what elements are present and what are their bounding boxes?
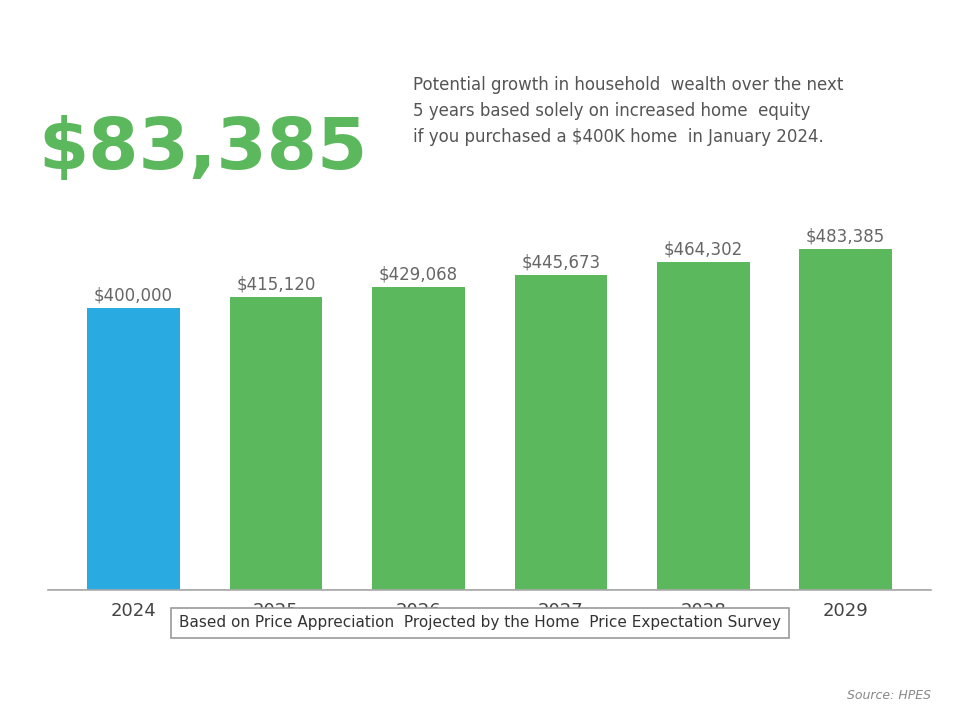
Text: $415,120: $415,120 — [236, 276, 316, 294]
Text: Potential growth in household  wealth over the next
5 years based solely on incr: Potential growth in household wealth ove… — [413, 76, 843, 146]
Text: $483,385: $483,385 — [806, 227, 885, 245]
Text: Source: HPES: Source: HPES — [847, 689, 931, 702]
Text: $445,673: $445,673 — [521, 254, 600, 272]
Text: $83,385: $83,385 — [38, 115, 368, 184]
Bar — [372, 287, 465, 590]
Text: $400,000: $400,000 — [94, 286, 173, 304]
Bar — [87, 307, 180, 590]
Text: Based on Price Appreciation  Projected by the Home  Price Expectation Survey: Based on Price Appreciation Projected by… — [180, 616, 780, 630]
Text: $429,068: $429,068 — [379, 266, 458, 284]
Bar — [800, 248, 892, 590]
Text: $464,302: $464,302 — [663, 240, 743, 258]
Bar — [657, 262, 750, 590]
Bar — [515, 275, 607, 590]
Bar — [229, 297, 323, 590]
